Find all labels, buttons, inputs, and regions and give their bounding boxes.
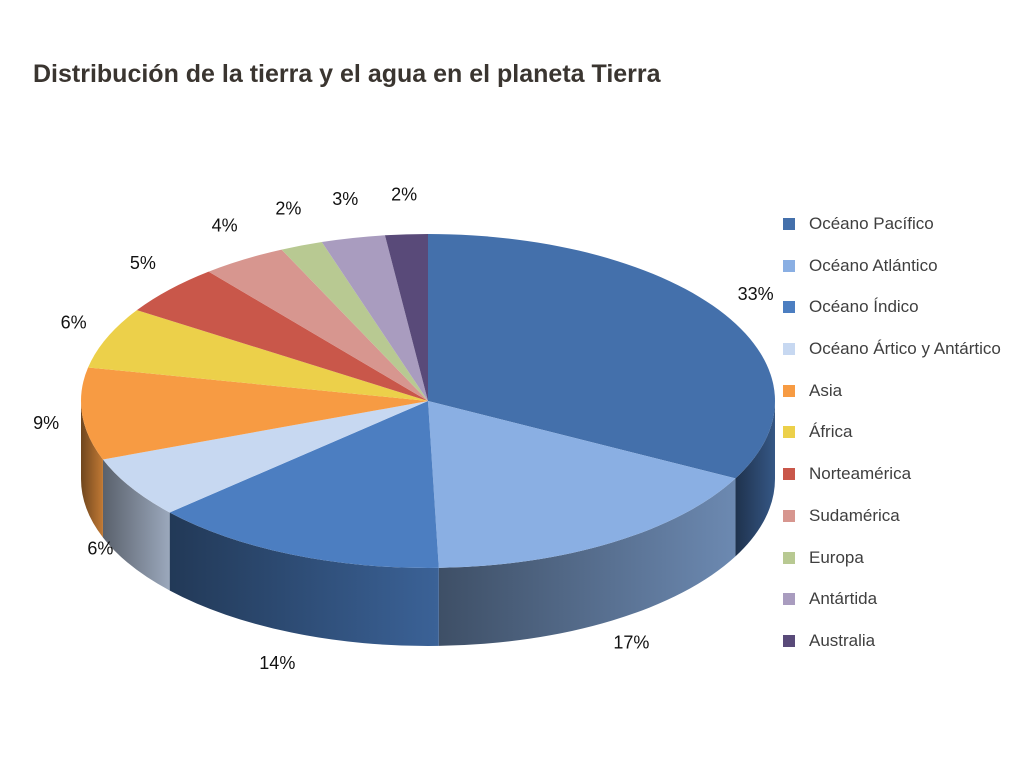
pie-label-7: 5% (130, 253, 156, 273)
legend-swatch (783, 384, 795, 397)
legend-label: Océano Pacífico (809, 214, 934, 233)
legend-label: Océano Ártico y Antártico (809, 339, 1001, 359)
legend: Océano Pacífico Océano Atlántico Océano Ín… (783, 210, 1001, 669)
legend-label: Sudamérica (809, 505, 900, 525)
pie-label-2: 17% (613, 632, 649, 652)
pie-label-10: 3% (332, 189, 358, 209)
legend-item: Norteamérica (783, 460, 1001, 502)
pie-side-4 (102, 459, 170, 591)
pie-slice-3 (169, 401, 439, 568)
legend-label: Antártida (809, 589, 878, 609)
legend-swatch (783, 468, 795, 481)
pie-side-walls (81, 401, 775, 646)
pie-label-11: 2% (391, 184, 417, 204)
pie-slice-8 (208, 249, 428, 401)
legend-swatch (783, 343, 795, 356)
legend-label: Europa (809, 547, 864, 567)
pie-label-3: 14% (259, 653, 295, 673)
legend-label: Australia (809, 630, 876, 650)
legend-swatch (783, 551, 795, 564)
pie-label-8: 4% (212, 216, 238, 236)
pie-slice-6 (88, 310, 428, 401)
pie-slice-2 (428, 401, 736, 568)
pie-percent-labels: 33% 17% 14% 6% 9% 6% 5% 4% 2% 3% 2% (33, 184, 774, 673)
legend-swatch (783, 259, 795, 272)
pie-slice-9 (281, 242, 428, 401)
legend-swatch (783, 301, 795, 314)
legend-label: Océano Atlántico (809, 255, 938, 275)
pie-side-2 (438, 478, 736, 646)
legend-item: Asia (783, 377, 1001, 419)
legend-item: África (783, 418, 1001, 460)
legend-label: Océano Índico (809, 297, 919, 317)
chart-title: Distribución de la tierra y el agua en e… (33, 60, 661, 88)
legend-item: Australia (783, 627, 1001, 669)
pie-side-1 (735, 401, 775, 557)
pie-side-3 (169, 512, 439, 646)
legend-item: Sudamérica (783, 502, 1001, 544)
pie-label-6: 6% (61, 313, 87, 333)
pie-label-1: 33% (738, 284, 774, 304)
legend-item: Océano Pacífico (783, 210, 1001, 252)
legend-item: Océano Índico (783, 293, 1001, 335)
pie-slice-11 (384, 234, 428, 401)
pie-slice-10 (321, 235, 428, 401)
pie-slice-7 (136, 271, 429, 401)
legend-swatch (783, 593, 795, 606)
legend-item: Europa (783, 544, 1001, 586)
pie-label-4: 6% (87, 539, 113, 559)
pie-slice-4 (102, 401, 429, 513)
pie-side-5 (81, 401, 103, 538)
legend-item: Océano Ártico y Antártico (783, 335, 1001, 377)
legend-swatch (783, 426, 795, 439)
pie-label-5: 9% (33, 413, 59, 433)
legend-swatch (783, 634, 795, 647)
legend-item: Océano Atlántico (783, 252, 1001, 294)
legend-label: África (809, 422, 853, 442)
pie-top-faces (80, 234, 775, 568)
pie-label-9: 2% (275, 198, 301, 218)
legend-label: Asia (809, 380, 843, 400)
pie-slice-1 (428, 234, 775, 479)
legend-swatch (783, 509, 795, 522)
legend-label: Norteamérica (809, 464, 912, 484)
legend-item: Antártida (783, 585, 1001, 627)
pie-slice-5 (80, 367, 428, 460)
legend-swatch (783, 218, 795, 230)
